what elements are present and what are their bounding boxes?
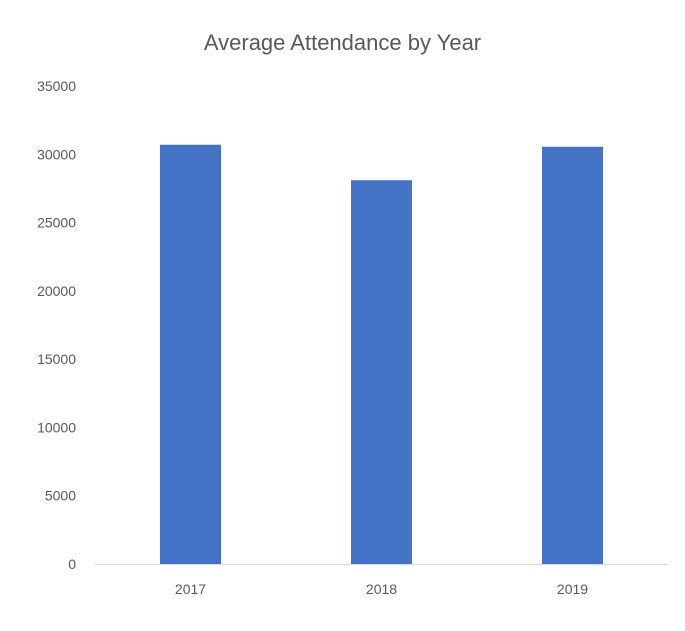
- y-tick-label: 25000: [37, 215, 76, 231]
- x-tick-label: 2018: [366, 581, 397, 597]
- y-tick-label: 5000: [45, 488, 76, 504]
- bar-2018[interactable]: [351, 180, 412, 564]
- y-tick-label: 30000: [37, 146, 76, 162]
- bar-2019[interactable]: [542, 146, 603, 564]
- bars: [160, 144, 603, 564]
- y-tick-label: 20000: [37, 283, 76, 299]
- y-tick-label: 15000: [37, 351, 76, 367]
- x-tick-label: 2019: [557, 581, 588, 597]
- y-tick-label: 35000: [37, 78, 76, 94]
- y-axis-labels: 0 5000 10000 15000 20000 25000 30000 35000: [37, 78, 76, 572]
- bar-2017[interactable]: [160, 144, 221, 564]
- x-axis-labels: 2017 2018 2019: [175, 581, 588, 597]
- chart-title: Average Attendance by Year: [203, 30, 482, 55]
- x-tick-label: 2017: [175, 581, 206, 597]
- y-tick-label: 10000: [37, 419, 76, 435]
- y-tick-label: 0: [68, 556, 76, 572]
